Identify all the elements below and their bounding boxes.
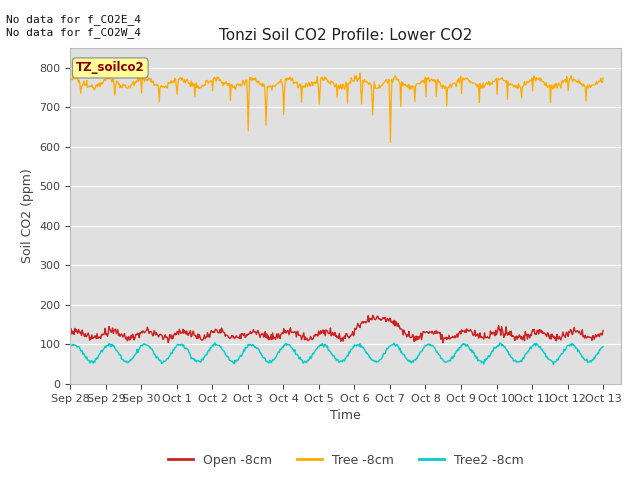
Tree -8cm	[67, 77, 74, 83]
Open -8cm	[67, 332, 74, 337]
Open -8cm	[599, 328, 607, 334]
Y-axis label: Soil CO2 (ppm): Soil CO2 (ppm)	[21, 168, 34, 264]
Tree -8cm	[185, 81, 193, 86]
Title: Tonzi Soil CO2 Profile: Lower CO2: Tonzi Soil CO2 Profile: Lower CO2	[219, 28, 472, 43]
Tree -8cm	[403, 84, 411, 89]
Open -8cm	[185, 330, 193, 336]
Open -8cm	[369, 312, 376, 318]
Tree2 -8cm	[550, 362, 557, 368]
Tree2 -8cm	[214, 342, 221, 348]
Text: No data for f_CO2E_4
No data for f_CO2W_4: No data for f_CO2E_4 No data for f_CO2W_…	[6, 14, 141, 38]
Line: Tree -8cm: Tree -8cm	[70, 73, 603, 143]
X-axis label: Time: Time	[330, 409, 361, 422]
Tree -8cm	[599, 75, 607, 81]
Tree -8cm	[213, 74, 221, 80]
Open -8cm	[76, 330, 84, 336]
Tree2 -8cm	[211, 340, 219, 346]
Line: Open -8cm: Open -8cm	[70, 315, 603, 343]
Tree2 -8cm	[131, 352, 139, 358]
Open -8cm	[131, 336, 139, 341]
Tree2 -8cm	[402, 355, 410, 361]
Legend: Open -8cm, Tree -8cm, Tree2 -8cm: Open -8cm, Tree -8cm, Tree2 -8cm	[163, 449, 529, 472]
Tree -8cm	[131, 79, 139, 85]
Tree -8cm	[419, 78, 426, 84]
Tree -8cm	[356, 70, 364, 76]
Line: Tree2 -8cm: Tree2 -8cm	[70, 343, 603, 365]
Open -8cm	[418, 337, 426, 343]
Open -8cm	[213, 327, 221, 333]
Open -8cm	[439, 340, 447, 346]
Text: TZ_soilco2: TZ_soilco2	[76, 61, 145, 74]
Tree2 -8cm	[76, 346, 84, 352]
Tree -8cm	[76, 83, 84, 89]
Tree2 -8cm	[418, 349, 426, 355]
Tree -8cm	[387, 140, 394, 145]
Tree2 -8cm	[67, 343, 74, 349]
Tree2 -8cm	[185, 349, 193, 355]
Tree2 -8cm	[599, 344, 607, 349]
Open -8cm	[402, 332, 410, 337]
